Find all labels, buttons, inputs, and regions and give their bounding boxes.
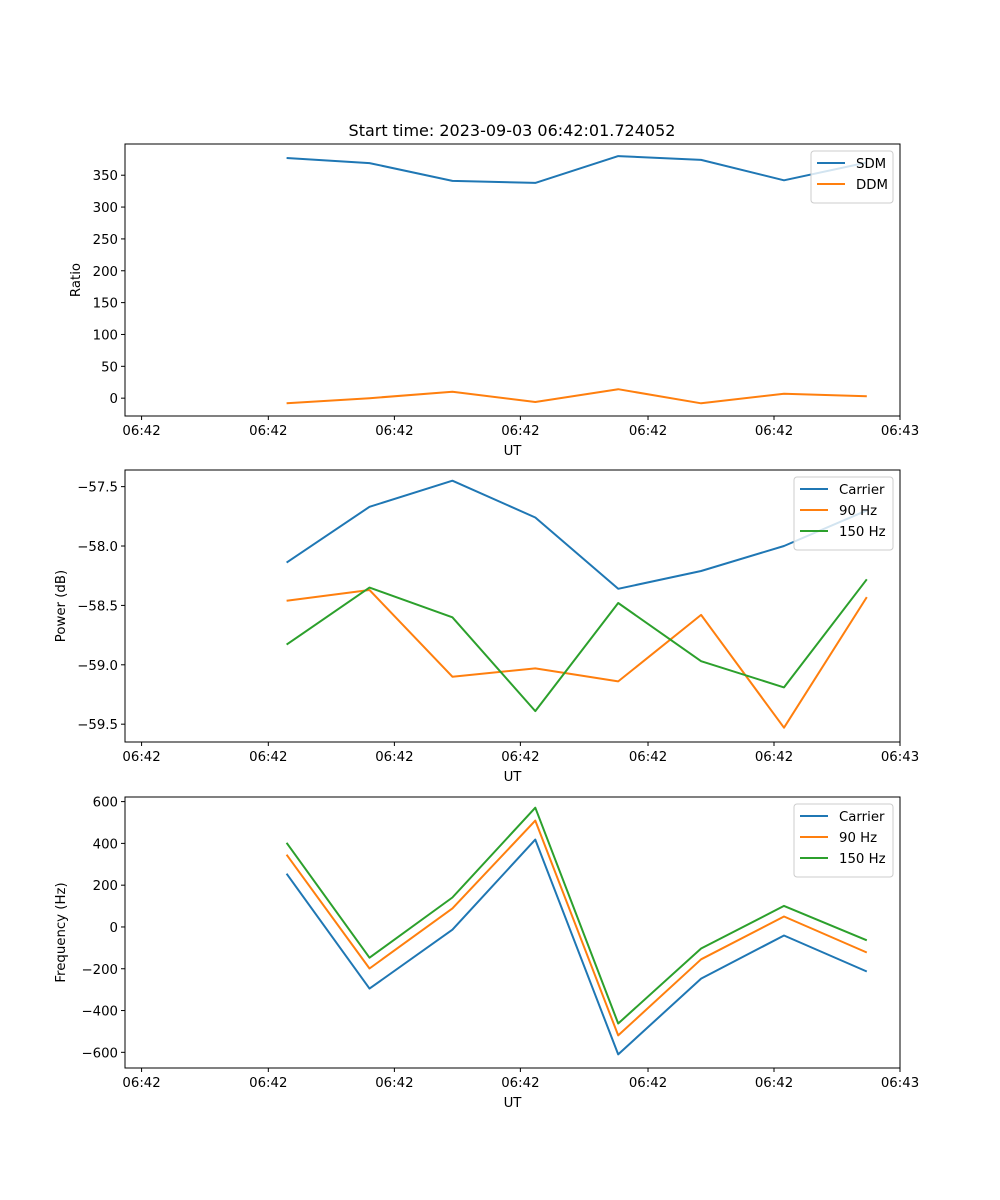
legend-label: Carrier <box>839 483 885 498</box>
x-tick-label: 06:42 <box>755 1076 793 1091</box>
y-tick-label: −58.0 <box>77 540 118 555</box>
x-tick-label: 06:42 <box>375 750 413 765</box>
x-axis-label: UT <box>504 1096 523 1111</box>
legend: Carrier 90 Hz 150 Hz <box>793 803 894 878</box>
series-line-carrier <box>286 479 868 590</box>
x-tick-label: 06:43 <box>881 1076 919 1091</box>
legend: SDM DDM <box>810 150 894 204</box>
x-tick-label: 06:42 <box>375 1076 413 1091</box>
panel-1: 06:42 06:42 06:42 06:42 06:42 06:42 06:43 0 50 10… <box>69 143 919 459</box>
y-tick-label: −59.5 <box>77 718 118 733</box>
series-line-sdm <box>286 155 868 184</box>
y-tick-label: −57.5 <box>77 481 118 496</box>
x-tick-label: 06:42 <box>249 750 287 765</box>
y-tick-label: 250 <box>93 233 118 248</box>
series-line-90-hz <box>286 589 868 729</box>
x-tick-label: 06:42 <box>249 1076 287 1091</box>
x-tick-label: 06:42 <box>501 1076 539 1091</box>
x-tick-label: 06:42 <box>122 1076 160 1091</box>
x-tick-label: 06:42 <box>249 424 287 439</box>
y-tick-label: 150 <box>93 297 118 312</box>
y-tick-label: 600 <box>93 796 118 811</box>
x-tick-label: 06:43 <box>881 424 919 439</box>
y-tick-label: 0 <box>110 921 118 936</box>
y-tick-label: 100 <box>93 328 118 343</box>
x-tick-label: 06:42 <box>755 424 793 439</box>
y-axis-label: Frequency (Hz) <box>54 882 69 982</box>
legend-label: Carrier <box>839 810 885 825</box>
y-axis-label: Ratio <box>69 263 84 297</box>
y-tick-label: −400 <box>81 1005 118 1020</box>
x-tick-label: 06:42 <box>501 424 539 439</box>
figure-title: Start time: 2023-09-03 06:42:01.724052 <box>349 121 676 140</box>
y-tick-label: 200 <box>93 265 118 280</box>
axes-frame <box>124 143 901 417</box>
series-line-90-hz <box>285 819 868 1037</box>
x-axis-label: UT <box>504 444 523 459</box>
x-tick-label: 06:42 <box>122 750 160 765</box>
legend-label: SDM <box>856 157 886 172</box>
axes-frame <box>124 469 901 743</box>
legend-label: 90 Hz <box>839 831 877 846</box>
y-tick-label: −600 <box>81 1046 118 1061</box>
x-tick-label: 06:42 <box>755 750 793 765</box>
x-axis-label: UT <box>504 770 523 785</box>
x-tick-label: 06:42 <box>629 750 667 765</box>
y-tick-label: 300 <box>93 201 118 216</box>
series-line-carrier <box>285 838 868 1056</box>
x-tick-label: 06:43 <box>881 750 919 765</box>
y-axis-label: Power (dB) <box>54 570 69 642</box>
axes-frame <box>124 796 901 1069</box>
series-line-150-hz <box>286 578 868 713</box>
legend: Carrier 90 Hz 150 Hz <box>793 476 894 551</box>
y-tick-label: −58.5 <box>77 599 118 614</box>
x-tick-label: 06:42 <box>375 424 413 439</box>
x-tick-label: 06:42 <box>629 1076 667 1091</box>
y-tick-label: 0 <box>110 392 118 407</box>
legend-label: 150 Hz <box>839 852 886 867</box>
panel-3: 06:42 06:42 06:42 06:42 06:42 06:42 06:43 −600 −… <box>54 796 919 1111</box>
series-line-ddm <box>286 388 867 405</box>
legend-label: 90 Hz <box>839 504 877 519</box>
series-line-150-hz <box>285 806 868 1025</box>
y-tick-label: −200 <box>81 963 118 978</box>
y-tick-label: −59.0 <box>77 659 118 674</box>
y-tick-label: 50 <box>101 360 118 375</box>
legend-label: DDM <box>856 178 888 193</box>
x-tick-label: 06:42 <box>501 750 539 765</box>
x-tick-label: 06:42 <box>629 424 667 439</box>
legend-label: 150 Hz <box>839 525 886 540</box>
y-tick-label: 400 <box>93 837 118 852</box>
panel-2: 06:42 06:42 06:42 06:42 06:42 06:42 06:43 −59.5… <box>54 469 919 785</box>
y-tick-label: 200 <box>93 879 118 894</box>
y-tick-label: 350 <box>93 169 118 184</box>
x-tick-label: 06:42 <box>122 424 160 439</box>
